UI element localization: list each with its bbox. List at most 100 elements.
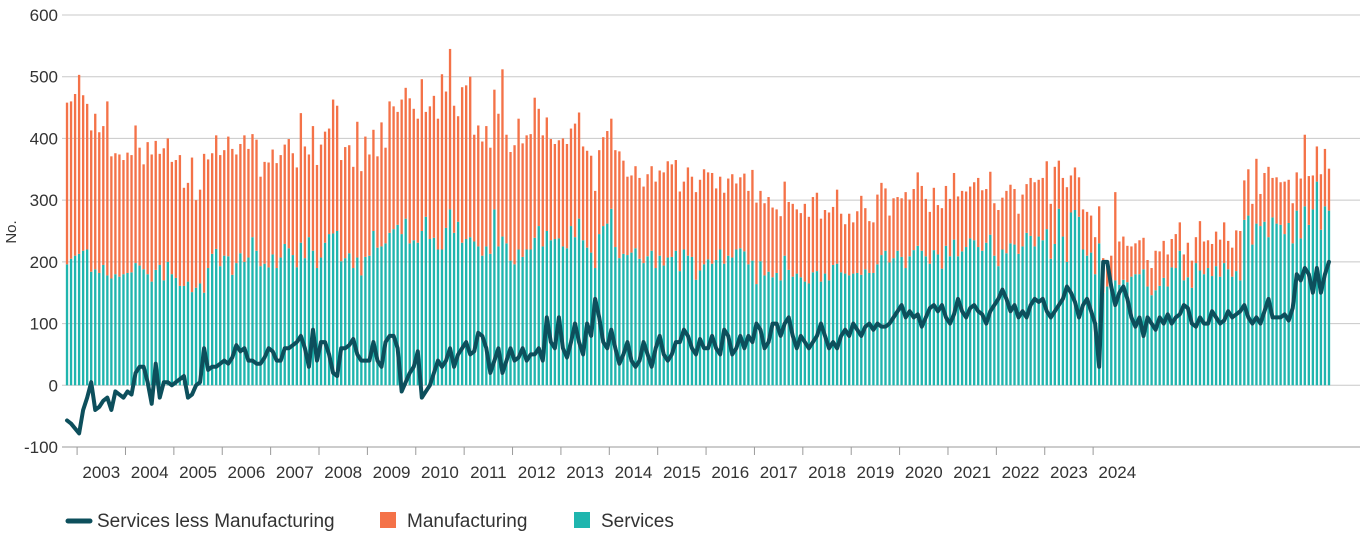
manufacturing-bar [1327, 168, 1331, 211]
services-bar [658, 255, 661, 386]
services-bar [392, 229, 395, 386]
x-tick-label: 2006 [228, 463, 266, 482]
x-tick-label: 2016 [711, 463, 749, 482]
manufacturing-bar [436, 118, 440, 250]
manufacturing-bar [477, 125, 480, 247]
manufacturing-bar [404, 87, 407, 219]
services-bar [880, 255, 883, 386]
services-bar [509, 260, 512, 386]
services-bar [533, 237, 536, 386]
services-bar [464, 239, 468, 386]
manufacturing-bar [1311, 175, 1315, 210]
manufacturing-bar [77, 74, 81, 254]
x-axis-ticks: 2003 2004 2005 2006 2007 2008 2009 2010 2011 2012… [76, 447, 1136, 482]
services-bar [170, 274, 174, 386]
services-bar [755, 284, 758, 386]
services-bar [569, 226, 573, 386]
manufacturing-bar [1315, 146, 1319, 182]
services-bar [581, 240, 585, 386]
manufacturing-bar [533, 97, 536, 238]
services-bar [920, 250, 923, 386]
manufacturing-bar [90, 130, 93, 272]
manufacturing-bar [666, 161, 669, 258]
services-bar [642, 263, 645, 386]
services-bar [1130, 276, 1133, 386]
manufacturing-bar [440, 74, 444, 250]
services-bar [731, 257, 734, 386]
manufacturing-bar [960, 190, 964, 252]
manufacturing-bar [569, 128, 573, 227]
services-bar [251, 237, 254, 386]
x-tick-label: 2015 [663, 463, 701, 482]
manufacturing-bar [1162, 240, 1165, 278]
services-bar [585, 247, 589, 386]
manufacturing-bar [598, 150, 601, 235]
manufacturing-bar [920, 185, 923, 251]
x-tick-label: 2019 [856, 463, 894, 482]
manufacturing-bar [573, 123, 577, 238]
manufacturing-bar [323, 131, 327, 243]
services-bar [126, 272, 129, 386]
services-bar [618, 258, 621, 386]
services-bar [1170, 267, 1173, 386]
services-bar [267, 267, 270, 386]
services-bar [1138, 274, 1141, 386]
manufacturing-bar [1287, 179, 1290, 223]
services-bar [727, 255, 730, 386]
services-bar [537, 226, 540, 386]
x-tick-label: 2007 [276, 463, 314, 482]
services-bar [348, 253, 351, 386]
services-bar [1235, 271, 1238, 386]
manufacturing-bar [638, 177, 641, 259]
manufacturing-bar [827, 212, 831, 281]
manufacturing-bar [138, 147, 141, 266]
services-bar [1102, 292, 1105, 386]
manufacturing-bar [1126, 245, 1129, 283]
manufacturing-bar [376, 156, 379, 248]
manufacturing-bar [1202, 241, 1206, 275]
services-bar [1267, 237, 1270, 386]
manufacturing-bar [279, 155, 282, 258]
manufacturing-bar [795, 209, 798, 274]
manufacturing-bar [872, 222, 875, 273]
services-bar [545, 231, 548, 386]
manufacturing-bar [1295, 172, 1298, 211]
services-bar [65, 264, 69, 386]
manufacturing-bar [331, 99, 335, 234]
services-bar [335, 231, 339, 386]
manufacturing-bar [876, 194, 879, 265]
services-bar [356, 257, 359, 386]
services-less-manufacturing-line [65, 259, 1331, 436]
manufacturing-bar [1239, 231, 1242, 281]
manufacturing-bar [263, 161, 266, 264]
services-bar [1118, 284, 1121, 386]
services-bar [827, 280, 831, 386]
manufacturing-bar [1065, 187, 1069, 262]
manufacturing-bar [686, 167, 690, 256]
services-bar [1186, 277, 1190, 386]
services-bar [432, 237, 436, 386]
services-bar [456, 221, 460, 386]
manufacturing-bar [352, 166, 355, 269]
manufacturing-bar [384, 147, 387, 244]
services-bar [146, 274, 149, 386]
manufacturing-bar [170, 161, 174, 275]
services-bar [174, 277, 178, 386]
services-bar [186, 281, 190, 386]
services-bar [634, 248, 637, 386]
services-bar [860, 274, 863, 386]
manufacturing-bar [977, 177, 980, 248]
services-bar [763, 275, 766, 386]
manufacturing-bar [1057, 160, 1061, 209]
services-bar [630, 252, 633, 386]
y-tick-label: 200 [30, 253, 58, 272]
services-bar [1154, 290, 1157, 386]
services-bar [985, 242, 988, 386]
x-tick-label: 2018 [808, 463, 846, 482]
manufacturing-bar [1045, 161, 1048, 230]
manufacturing-bar [81, 95, 85, 251]
services-bar [134, 263, 137, 386]
manufacturing-bar [416, 118, 419, 243]
services-bar [1263, 221, 1266, 386]
